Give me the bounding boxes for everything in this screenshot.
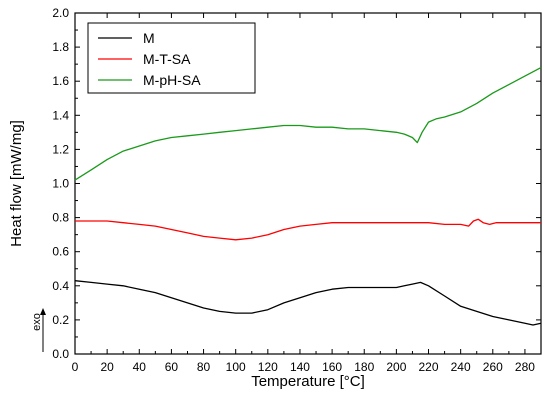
y-tick-label-3: 0.6 — [52, 245, 69, 259]
exo-annotation: exo — [31, 308, 46, 352]
x-axis-label: Temperature [°C] — [251, 373, 365, 390]
x-tick-label-3: 60 — [165, 360, 179, 374]
x-tick-label-0: 0 — [72, 360, 79, 374]
legend-entry-2: M-pH-SA — [143, 72, 201, 88]
legend-entry-0: M — [143, 30, 155, 46]
y-tick-label-2: 0.4 — [52, 279, 69, 293]
x-tick-label-6: 120 — [258, 360, 278, 374]
y-tick-label-8: 1.6 — [52, 74, 69, 88]
series-line-2 — [74, 67, 542, 181]
x-tick-label-12: 240 — [451, 360, 471, 374]
legend: M M-T-SA M-pH-SA — [87, 22, 256, 94]
y-tick-label-1: 0.2 — [52, 313, 69, 327]
y-tick-label-4: 0.8 — [52, 211, 69, 225]
legend-box — [87, 22, 256, 94]
y-tick-label-7: 1.4 — [52, 108, 69, 122]
x-tick-label-9: 180 — [354, 360, 374, 374]
x-tick-label-7: 140 — [290, 360, 310, 374]
y-tick-label-10: 2.0 — [52, 6, 69, 20]
y-tick-label-5: 1.0 — [52, 177, 69, 191]
x-tick-label-4: 80 — [197, 360, 211, 374]
exo-arrowhead-icon — [40, 308, 46, 315]
x-tick-label-5: 100 — [226, 360, 246, 374]
exo-label: exo — [31, 313, 43, 331]
x-tick-label-11: 220 — [419, 360, 439, 374]
x-tick-label-1: 20 — [100, 360, 114, 374]
series-layer — [74, 67, 542, 326]
x-tick-label-13: 260 — [483, 360, 503, 374]
axes-layer: 0 20 40 60 80 100 120 140 160 180 200 220 240 260 280 0… — [52, 6, 541, 374]
x-tick-label-10: 200 — [386, 360, 406, 374]
series-line-0 — [74, 280, 542, 326]
y-tick-label-0: 0.0 — [52, 347, 69, 361]
x-tick-label-2: 40 — [133, 360, 147, 374]
y-axis-label: Heat flow [mW/mg] — [8, 120, 25, 247]
series-line-1 — [75, 218, 541, 241]
y-tick-label-9: 1.8 — [52, 40, 69, 54]
y-tick-label-6: 1.2 — [52, 142, 69, 156]
x-tick-label-8: 160 — [322, 360, 342, 374]
x-tick-label-14: 280 — [515, 360, 535, 374]
legend-entry-1: M-T-SA — [143, 51, 191, 67]
